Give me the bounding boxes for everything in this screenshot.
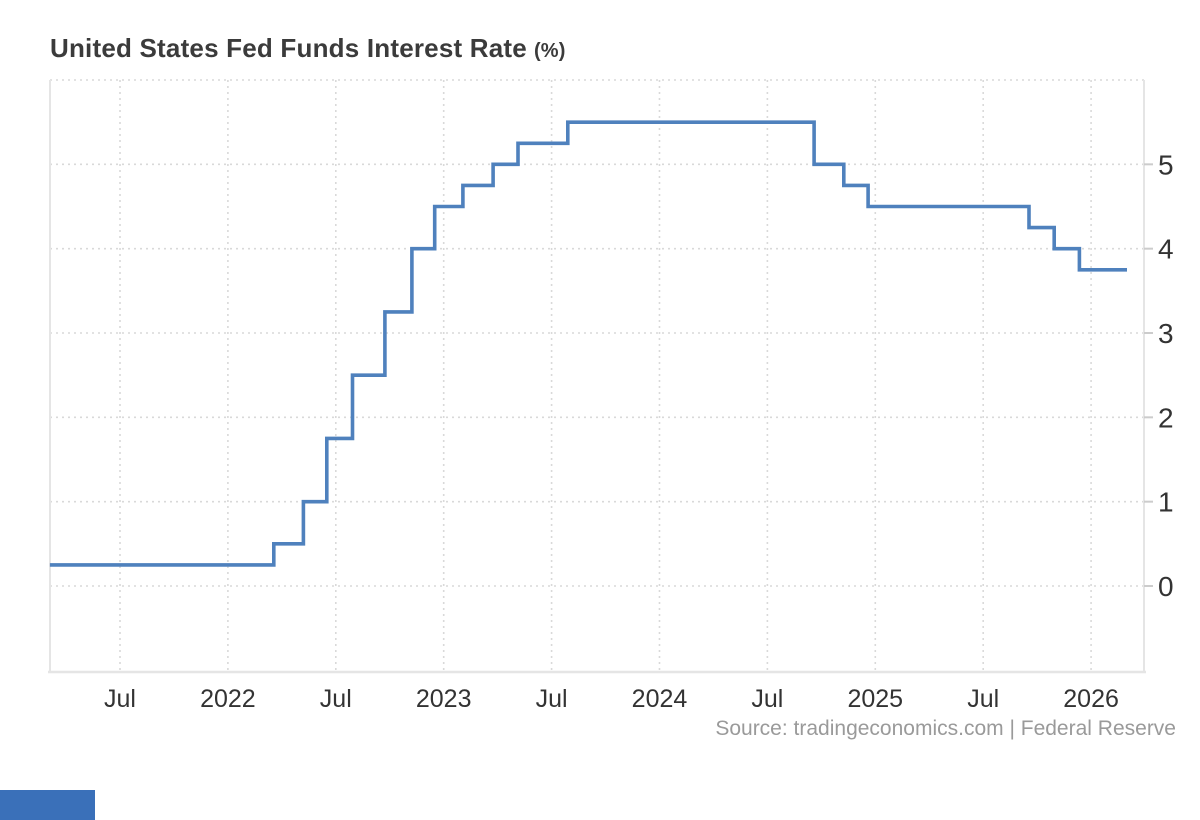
y-tick-label: 5 [1158,149,1174,180]
x-tick-label: Jul [104,685,136,713]
x-tick-label: 2024 [632,685,688,713]
x-tick-label: 2023 [416,685,472,713]
chart-title-text: United States Fed Funds Interest Rate [50,33,527,63]
y-tick-label: 2 [1158,402,1174,433]
x-tick-label: Jul [320,685,352,713]
x-tick-label: Jul [967,685,999,713]
source-caption: Source: tradingeconomics.com | Federal R… [715,717,1176,740]
chart-title: United States Fed Funds Interest Rate (%) [50,33,566,64]
x-tick-label: 2022 [200,685,256,713]
x-tick-label: 2026 [1063,685,1119,713]
series-line [49,120,1127,567]
chart-canvas: 0 1 2 3 4 5 Jul 2022 Jul 2023 Jul 2024 Jul 2025 Jul 202… [48,79,1174,713]
blue-accent-bar [0,790,95,820]
plot-area[interactable] [50,80,1144,672]
chart-title-unit: (%) [533,40,566,62]
y-tick-label: 4 [1158,234,1174,265]
x-tick-label: Jul [751,685,783,713]
y-tick-label: 0 [1158,571,1174,602]
y-tick-label: 3 [1158,318,1174,349]
x-tick-label: 2025 [847,685,903,713]
y-tick-label: 1 [1158,487,1174,518]
x-tick-label: Jul [536,685,568,713]
